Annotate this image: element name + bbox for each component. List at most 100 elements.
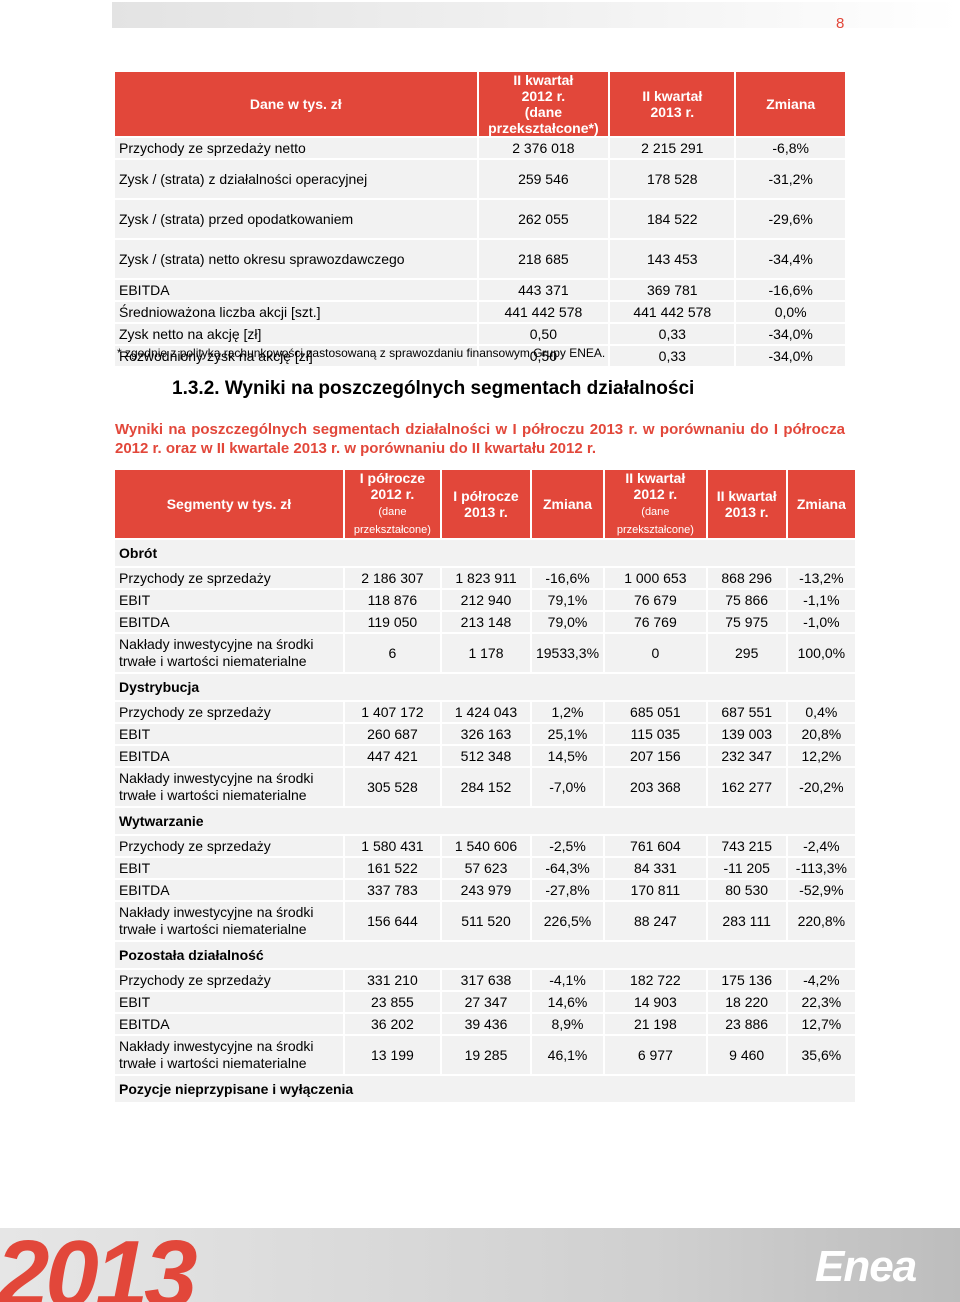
value-cell: -13,2% (785, 566, 858, 590)
value-cell: 84 331 (603, 856, 708, 880)
label-cell: Średnioważona liczba akcji [szt.] (113, 300, 479, 324)
group-row: Pozycje nieprzypisane i wyłączenia (113, 1074, 857, 1104)
value-cell: 23 886 (705, 1012, 788, 1036)
value-cell: -16,6% (529, 566, 606, 590)
value-cell: 203 368 (603, 766, 708, 808)
header-note: (dane przekształcone) (353, 506, 431, 536)
label-cell: Zysk netto na akcję [zł] (113, 322, 479, 346)
value-cell: 23 855 (342, 990, 442, 1014)
header-bar (112, 2, 960, 28)
value-cell: 226,5% (529, 900, 606, 942)
value-cell: 441 442 578 (476, 300, 611, 324)
value-cell: 317 638 (439, 968, 532, 992)
header-cell: Segmenty w tys. zł (113, 468, 345, 540)
value-cell: 213 148 (439, 610, 532, 634)
value-cell: 2 376 018 (476, 136, 611, 160)
value-cell: -20,2% (785, 766, 858, 808)
header-text: I półrocze (359, 470, 426, 486)
label-cell: EBIT (113, 722, 345, 746)
label-cell: Zysk / (strata) przed opodatkowaniem (113, 198, 479, 240)
value-cell: 88 247 (603, 900, 708, 942)
data-row: Nakłady inwestycyjne na środki trwałe i … (113, 766, 858, 808)
value-cell: 182 722 (603, 968, 708, 992)
value-cell: 9 460 (705, 1034, 788, 1076)
value-cell: 170 811 (603, 878, 708, 902)
value-cell: -7,0% (529, 766, 606, 808)
value-cell: 46,1% (529, 1034, 606, 1076)
value-cell: 1 000 653 (603, 566, 708, 590)
label-cell: Przychody ze sprzedaży netto (113, 136, 479, 160)
value-cell: 0,33 (608, 344, 737, 368)
value-cell: 369 781 (608, 278, 737, 302)
value-cell: 162 277 (705, 766, 788, 808)
value-cell: 207 156 (603, 744, 708, 768)
value-cell: 14,6% (529, 990, 606, 1014)
header-cell: Zmiana (785, 468, 858, 540)
header-text: Segmenty w tys. zł (166, 496, 292, 512)
value-cell: 218 685 (476, 238, 611, 280)
label-cell: EBITDA (113, 1012, 345, 1036)
header-cell: Dane w tys. zł (113, 70, 479, 138)
data-row: Przychody ze sprzedaży 2 186 307 1 823 911… (113, 566, 858, 590)
header-text: (dane (524, 104, 563, 120)
value-cell: -34,4% (734, 238, 847, 280)
value-cell: 76 679 (603, 588, 708, 612)
value-cell: 19 285 (439, 1034, 532, 1076)
value-cell: 35,6% (785, 1034, 858, 1076)
value-cell: 512 348 (439, 744, 532, 768)
value-cell: 118 876 (342, 588, 442, 612)
data-row: EBITDA 36 202 39 436 8,9% 21 198 23 886 12,7% (113, 1012, 858, 1036)
value-cell: 0,4% (785, 700, 858, 724)
value-cell: 75 866 (705, 588, 788, 612)
header-cell: II kwartał 2012 r. (dane przekształcone) (603, 468, 708, 540)
value-cell: 326 163 (439, 722, 532, 746)
value-cell: 243 979 (439, 878, 532, 902)
value-cell: 115 035 (603, 722, 708, 746)
value-cell: 295 (705, 632, 788, 674)
value-cell: -4,1% (529, 968, 606, 992)
value-cell: -113,3% (785, 856, 858, 880)
data-row: EBIT 161 522 57 623 -64,3% 84 331 -11 205 -113… (113, 856, 858, 880)
header-text: 2012 r. (633, 486, 678, 502)
value-cell: 283 111 (705, 900, 788, 942)
value-cell: 119 050 (342, 610, 442, 634)
value-cell: 0,50 (476, 344, 611, 368)
footer-banner: 2013 Enea (0, 1228, 960, 1302)
header-cell: I półrocze 2013 r. (439, 468, 532, 540)
value-cell: 79,1% (529, 588, 606, 612)
page-number: 8 (836, 15, 845, 32)
data-row: Zysk / (strata) z działalności operacyjn… (113, 158, 847, 200)
label-cell: EBIT (113, 856, 345, 880)
value-cell: 25,1% (529, 722, 606, 746)
label-cell: Nakłady inwestycyjne na środki trwałe i … (113, 632, 345, 674)
group-row: Obrót (113, 538, 857, 568)
header-cell: II kwartał 2013 r. (705, 468, 788, 540)
value-cell: 511 520 (439, 900, 532, 942)
value-cell: 220,8% (785, 900, 858, 942)
value-cell: -11 205 (705, 856, 788, 880)
value-cell: 20,8% (785, 722, 858, 746)
value-cell: 21 198 (603, 1012, 708, 1036)
value-cell: -16,6% (734, 278, 847, 302)
header-text: I półrocze (453, 488, 519, 504)
data-row: Zysk / (strata) netto okresu sprawozdawc… (113, 238, 847, 280)
value-cell: 1,2% (529, 700, 606, 724)
header-text: II kwartał (642, 88, 703, 104)
value-cell: 156 644 (342, 900, 442, 942)
value-cell: 100,0% (785, 632, 858, 674)
header-cell: II kwartał 2012 r. (dane przekształcone*) (476, 70, 611, 138)
data-row: EBITDA 337 783 243 979 -27,8% 170 811 80 530-… (113, 878, 858, 902)
value-cell: 8,9% (529, 1012, 606, 1036)
header-text: 2013 r. (724, 504, 769, 520)
value-cell: 743 215 (705, 834, 788, 858)
value-cell: -2,5% (529, 834, 606, 858)
value-cell: 0,33 (608, 322, 737, 346)
header-text: Dane w tys. zł (249, 96, 342, 112)
label-cell: Przychody ze sprzedaży (113, 566, 345, 590)
footer-logo: Enea (815, 1242, 917, 1291)
header-text: II kwartał (716, 488, 777, 504)
value-cell: 12,2% (785, 744, 858, 768)
data-row: Zysk / (strata) przed opodatkowaniem 262 … (113, 198, 847, 240)
value-cell: -1,1% (785, 588, 858, 612)
